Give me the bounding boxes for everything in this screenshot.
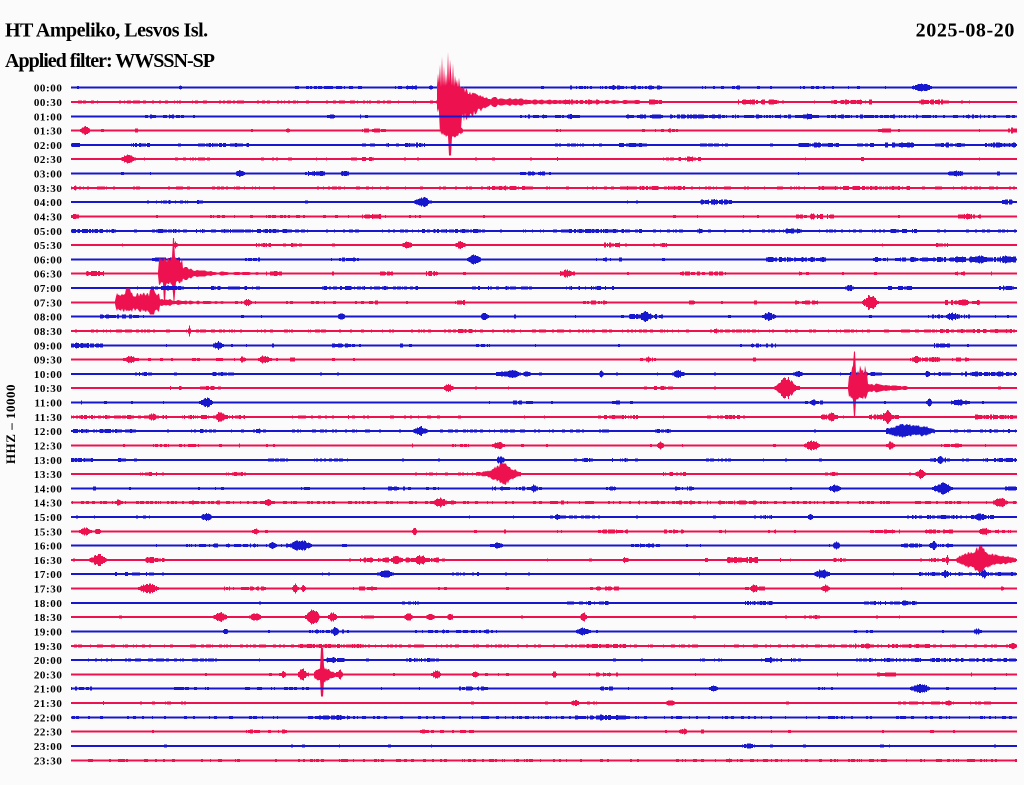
svg-text:21:00: 21:00 <box>34 684 63 696</box>
svg-text:23:00: 23:00 <box>34 741 63 753</box>
svg-text:17:00: 17:00 <box>34 569 63 581</box>
svg-text:13:30: 13:30 <box>34 469 63 481</box>
svg-text:09:00: 09:00 <box>34 341 63 353</box>
svg-text:12:00: 12:00 <box>34 426 63 438</box>
svg-text:18:00: 18:00 <box>34 598 63 610</box>
svg-text:08:00: 08:00 <box>34 312 63 324</box>
svg-text:04:00: 04:00 <box>34 197 63 209</box>
svg-text:12:30: 12:30 <box>34 441 63 453</box>
svg-text:23:30: 23:30 <box>34 756 63 768</box>
svg-text:21:30: 21:30 <box>34 698 63 710</box>
svg-text:18:30: 18:30 <box>34 612 63 624</box>
svg-text:13:00: 13:00 <box>34 455 63 467</box>
svg-text:HHZ – 10000: HHZ – 10000 <box>3 384 18 464</box>
svg-text:17:30: 17:30 <box>34 584 63 596</box>
svg-text:07:00: 07:00 <box>34 283 63 295</box>
svg-text:01:00: 01:00 <box>34 112 63 124</box>
svg-text:06:30: 06:30 <box>34 269 63 281</box>
svg-text:09:30: 09:30 <box>34 355 63 367</box>
svg-text:14:30: 14:30 <box>34 498 63 510</box>
svg-text:14:00: 14:00 <box>34 484 63 496</box>
svg-text:HT Ampeliko, Lesvos Isl.: HT Ampeliko, Lesvos Isl. <box>5 20 208 42</box>
svg-text:22:30: 22:30 <box>34 727 63 739</box>
svg-text:15:30: 15:30 <box>34 527 63 539</box>
svg-text:11:30: 11:30 <box>34 412 62 424</box>
svg-text:22:00: 22:00 <box>34 713 63 725</box>
svg-text:16:30: 16:30 <box>34 555 63 567</box>
svg-text:00:00: 00:00 <box>34 83 63 95</box>
svg-text:15:00: 15:00 <box>34 512 63 524</box>
svg-text:10:30: 10:30 <box>34 383 63 395</box>
svg-text:Applied filter: WWSSN-SP: Applied filter: WWSSN-SP <box>5 50 215 72</box>
svg-text:00:30: 00:30 <box>34 97 63 109</box>
svg-text:19:00: 19:00 <box>34 627 63 639</box>
svg-text:05:00: 05:00 <box>34 226 63 238</box>
svg-text:01:30: 01:30 <box>34 126 63 138</box>
svg-text:04:30: 04:30 <box>34 212 63 224</box>
svg-text:02:30: 02:30 <box>34 154 63 166</box>
svg-text:08:30: 08:30 <box>34 326 63 338</box>
svg-text:11:00: 11:00 <box>34 398 62 410</box>
svg-text:03:00: 03:00 <box>34 169 63 181</box>
svg-text:07:30: 07:30 <box>34 298 63 310</box>
svg-text:06:00: 06:00 <box>34 255 63 267</box>
svg-text:03:30: 03:30 <box>34 183 63 195</box>
svg-text:20:30: 20:30 <box>34 670 63 682</box>
svg-text:10:00: 10:00 <box>34 369 63 381</box>
svg-text:02:00: 02:00 <box>34 140 63 152</box>
svg-text:19:30: 19:30 <box>34 641 63 653</box>
svg-text:20:00: 20:00 <box>34 655 63 667</box>
svg-text:2025-08-20: 2025-08-20 <box>916 20 1015 42</box>
svg-text:05:30: 05:30 <box>34 240 63 252</box>
svg-text:16:00: 16:00 <box>34 541 63 553</box>
